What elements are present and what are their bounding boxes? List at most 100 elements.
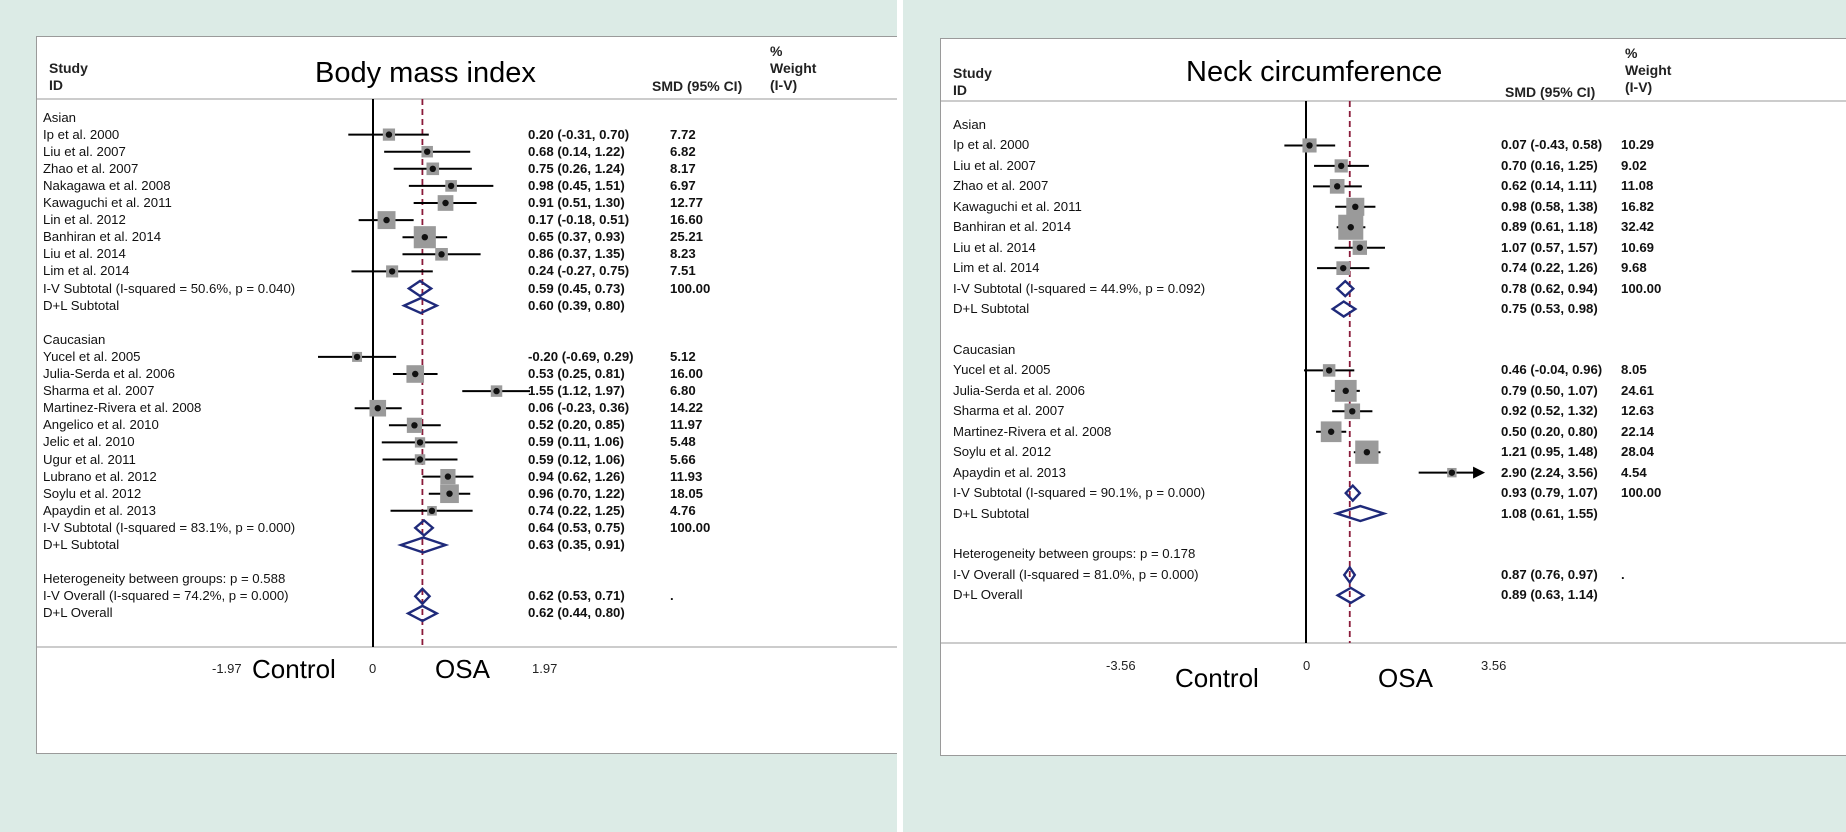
- bmi-point-estimate: [493, 387, 500, 395]
- neck-row-label: I-V Subtotal (I-squared = 90.1%, p = 0.0…: [953, 485, 1206, 501]
- neck-row-estimate: 1.08 (0.61, 1.55): [1501, 505, 1598, 521]
- neck-row-estimate: 1.07 (0.57, 1.57): [1501, 239, 1598, 255]
- neck-study-header-line2: ID: [953, 82, 967, 98]
- bmi-point-estimate: [438, 251, 445, 258]
- bmi-study-header: Study ID: [49, 60, 88, 94]
- bmi-axis-zero-label: 0: [369, 661, 377, 676]
- neck-row-label: Caucasian: [953, 341, 1016, 357]
- bmi-chart-title: Body mass index: [315, 57, 536, 89]
- bmi-forest-plot: [37, 98, 897, 648]
- neck-row-label: Sharma et al. 2007: [953, 403, 1065, 419]
- bmi-row-weight: 8.17: [670, 160, 696, 176]
- neck-row-estimate: 0.89 (0.63, 1.14): [1501, 587, 1598, 603]
- bmi-row-weight: 5.48: [670, 434, 696, 450]
- neck-row-label: Liu et al. 2007: [953, 157, 1036, 173]
- bmi-row-label: Liu et al. 2007: [43, 143, 126, 159]
- neck-study-header: Study ID: [953, 65, 992, 99]
- bmi-row-label: Zhao et al. 2007: [43, 160, 139, 176]
- bmi-row-label: Lim et al. 2014: [43, 263, 130, 279]
- neck-osa-label: OSA: [1378, 663, 1433, 693]
- bmi-row-weight: 18.05: [670, 485, 704, 501]
- neck-point-estimate: [1306, 142, 1313, 149]
- neck-row-weight: 100.00: [1621, 280, 1662, 296]
- neck-row-estimate: 0.98 (0.58, 1.38): [1501, 198, 1598, 214]
- neck-point-estimate: [1349, 408, 1356, 415]
- neck-row-label: Martinez-Rivera et al. 2008: [953, 423, 1112, 439]
- neck-row-weight: 9.02: [1621, 157, 1647, 173]
- bmi-point-estimate: [428, 507, 436, 514]
- neck-point-estimate: [1352, 203, 1359, 210]
- neck-row-weight: .: [1621, 566, 1625, 582]
- neck-weight-header-line3: (I-V): [1625, 79, 1653, 95]
- neck-row-estimate: 0.70 (0.16, 1.25): [1501, 157, 1598, 173]
- bmi-row-label: Kawaguchi et al. 2011: [43, 195, 172, 210]
- neck-pooled-diamond: [1335, 279, 1356, 298]
- bmi-forest-panel: Study ID Body mass index SMD (95% CI) % …: [0, 0, 898, 832]
- neck-weight-header-line1: %: [1625, 45, 1638, 61]
- bmi-row-weight: 25.21: [670, 229, 704, 245]
- neck-row-estimate: 0.75 (0.53, 0.98): [1501, 301, 1598, 317]
- bmi-point-estimate: [374, 405, 381, 412]
- bmi-study-header-line2: ID: [49, 77, 63, 93]
- bmi-row-weight: 16.60: [670, 212, 704, 228]
- bmi-row-weight: 100.00: [670, 280, 711, 296]
- bmi-row-weight: 5.66: [670, 451, 696, 467]
- neck-point-estimate: [1356, 244, 1364, 251]
- bmi-row-weight: 7.72: [670, 126, 696, 142]
- neck-row-label: Asian: [953, 117, 986, 132]
- bmi-row-weight: 4.76: [670, 502, 696, 518]
- bmi-row-estimate: 0.68 (0.14, 1.22): [528, 143, 625, 159]
- neck-row-label: Heterogeneity between groups: p = 0.178: [953, 546, 1196, 562]
- bmi-row-estimate: 0.59 (0.45, 0.73): [528, 280, 625, 296]
- bmi-pooled-diamond: [413, 587, 432, 606]
- neck-row-label: I-V Subtotal (I-squared = 44.9%, p = 0.0…: [953, 280, 1206, 296]
- bmi-point-estimate: [412, 370, 419, 378]
- bmi-row-weight: 5.12: [670, 348, 696, 364]
- bmi-row-label: Sharma et al. 2007: [43, 383, 155, 399]
- neck-plot-frame: Study ID Neck circumference SMD (95% CI)…: [940, 38, 1846, 756]
- bmi-row-label: I-V Subtotal (I-squared = 50.6%, p = 0.0…: [43, 280, 296, 296]
- bmi-row-label: Julia-Serda et al. 2006: [43, 366, 175, 381]
- bmi-weight-header-line2: Weight: [770, 60, 817, 76]
- bmi-point-estimate: [411, 422, 418, 429]
- bmi-row-estimate: 0.20 (-0.31, 0.70): [528, 126, 630, 142]
- bmi-row-weight: 7.51: [670, 263, 696, 279]
- bmi-row-weight: 6.82: [670, 143, 696, 159]
- bmi-axis-max-label: 1.97: [532, 661, 558, 676]
- bmi-row-label: Liu et al. 2014: [43, 246, 126, 262]
- neck-row-estimate: 0.79 (0.50, 1.07): [1501, 382, 1598, 398]
- bmi-row-estimate: 0.96 (0.70, 1.22): [528, 485, 625, 501]
- neck-row-estimate: 0.92 (0.52, 1.32): [1501, 403, 1598, 419]
- neck-point-estimate: [1448, 469, 1456, 476]
- neck-row-estimate: 0.46 (-0.04, 0.96): [1501, 362, 1603, 378]
- bmi-row-label: I-V Subtotal (I-squared = 83.1%, p = 0.0…: [43, 519, 296, 535]
- neck-row-weight: 28.04: [1621, 444, 1655, 460]
- bmi-row-weight: 8.23: [670, 246, 696, 262]
- bmi-row-estimate: 0.62 (0.44, 0.80): [528, 605, 625, 621]
- bmi-row-label: Apaydin et al. 2013: [43, 502, 156, 518]
- bmi-row-label: Heterogeneity between groups: p = 0.588: [43, 571, 286, 587]
- bmi-row-label: Banhiran et al. 2014: [43, 229, 162, 245]
- neck-row-weight: 16.82: [1621, 198, 1655, 214]
- neck-point-estimate: [1340, 264, 1347, 272]
- bmi-row-label: Yucel et al. 2005: [43, 348, 141, 364]
- neck-weight-header: % Weight (I-V): [1625, 45, 1671, 96]
- bmi-row-label: Ip et al. 2000: [43, 126, 120, 142]
- neck-row-estimate: 0.50 (0.20, 0.80): [1501, 423, 1598, 439]
- neck-row-estimate: 0.87 (0.76, 0.97): [1501, 566, 1598, 582]
- neck-point-estimate: [1338, 162, 1345, 170]
- bmi-point-estimate: [421, 234, 429, 241]
- bmi-row-estimate: 0.06 (-0.23, 0.36): [528, 400, 630, 416]
- neck-row-weight: 10.69: [1621, 239, 1655, 255]
- neck-row-label: D+L Subtotal: [953, 505, 1030, 521]
- neck-row-estimate: 0.93 (0.79, 1.07): [1501, 485, 1598, 501]
- neck-row-weight: 32.42: [1621, 219, 1655, 235]
- bmi-weight-header-line3: (I-V): [770, 77, 798, 93]
- neck-row-estimate: 0.78 (0.62, 0.94): [1501, 280, 1598, 296]
- bmi-row-label: Angelico et al. 2010: [43, 417, 159, 433]
- neck-smd-header: SMD (95% CI): [1505, 84, 1596, 100]
- bmi-row-estimate: 0.52 (0.20, 0.85): [528, 417, 625, 433]
- neck-pooled-diamond: [1330, 300, 1358, 318]
- bmi-pooled-diamond: [397, 536, 450, 554]
- neck-row-weight: 11.08: [1621, 178, 1654, 194]
